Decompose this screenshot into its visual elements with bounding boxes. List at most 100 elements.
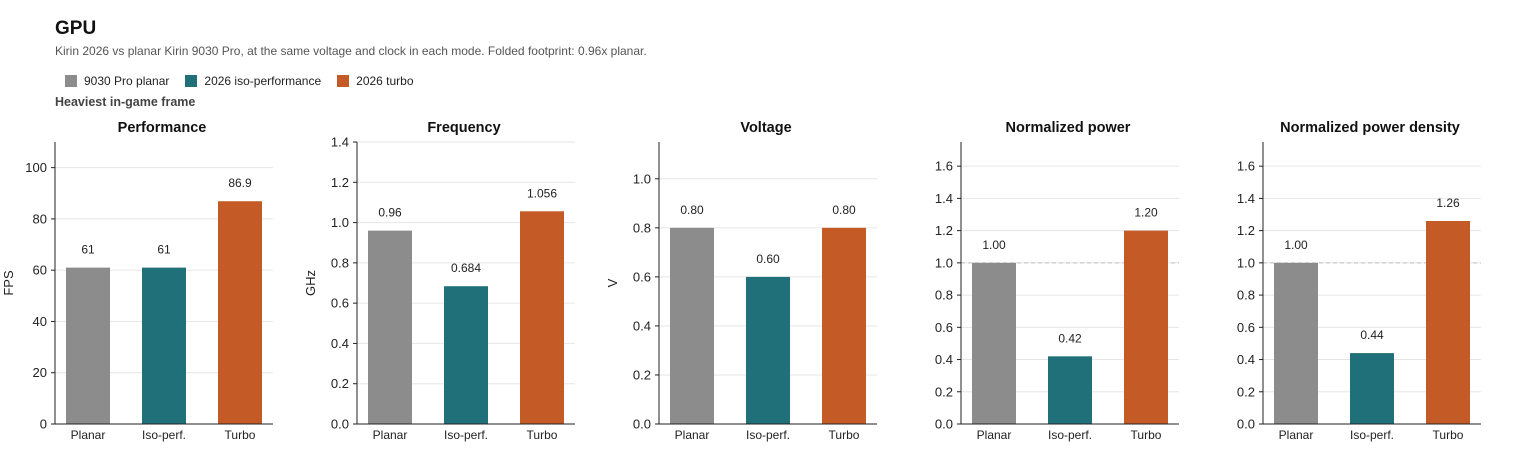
chart-3-ytick-label: 0.0 <box>935 417 953 432</box>
chart-1-title: Frequency <box>427 120 500 136</box>
chart-3-xtick-label-0: Planar <box>977 428 1012 442</box>
section-heading: Heaviest in-game frame <box>55 95 196 109</box>
chart-1-ytick-label: 1.0 <box>331 215 349 230</box>
chart-2-bar-1 <box>746 276 790 424</box>
chart-4-ytick-label: 0.2 <box>1237 384 1255 399</box>
chart-0-bar-label-0: 61 <box>81 243 95 257</box>
chart-2-ytick-label: 0.0 <box>633 417 651 432</box>
chart-4-bar-label-2: 1.26 <box>1436 196 1460 210</box>
chart-0-ytick-label: 20 <box>33 365 47 380</box>
chart-0-bar-0 <box>66 267 110 424</box>
chart-1-xtick-label-1: Iso-perf. <box>444 428 488 442</box>
legend: 9030 Pro planar 2026 iso-performance 202… <box>65 74 430 88</box>
legend-label-planar: 9030 Pro planar <box>84 74 170 88</box>
chart-0-ytick-label: 80 <box>33 211 47 226</box>
chart-1-ytick-label: 1.4 <box>331 135 349 150</box>
chart-3-bar-label-2: 1.20 <box>1134 206 1158 220</box>
legend-item-planar: 9030 Pro planar <box>65 74 169 88</box>
chart-2-ytick-label: 0.6 <box>633 269 651 284</box>
chart-2-xtick-label-0: Planar <box>675 428 710 442</box>
chart-3-xtick-label-1: Iso-perf. <box>1048 428 1092 442</box>
legend-label-iso-performance: 2026 iso-performance <box>204 74 322 88</box>
legend-swatch-turbo <box>337 75 350 87</box>
page-title: GPU <box>55 18 97 39</box>
chart-4-ytick-label: 1.6 <box>1237 159 1255 174</box>
chart-0-ylabel: FPS <box>1 270 16 296</box>
chart-4-title: Normalized power density <box>1280 120 1460 136</box>
chart-0-ytick-label: 40 <box>33 314 47 329</box>
chart-4-ytick-label: 1.2 <box>1237 223 1255 238</box>
chart-4-bar-1 <box>1350 353 1394 424</box>
page-subtitle: Kirin 2026 vs planar Kirin 9030 Pro, at … <box>55 44 647 58</box>
chart-4-ytick-label: 0.8 <box>1237 288 1255 303</box>
chart-3-ytick-label: 0.4 <box>935 352 953 367</box>
chart-4-ytick-label: 1.4 <box>1237 191 1255 206</box>
chart-0-xtick-label-1: Iso-perf. <box>142 428 186 442</box>
chart-1-bar-1 <box>444 286 488 424</box>
chart-3-title: Normalized power <box>1006 120 1131 136</box>
chart-3-ytick-label: 1.4 <box>935 191 953 206</box>
chart-3-bar-1 <box>1048 356 1092 424</box>
chart-4-ytick-label: 1.0 <box>1237 255 1255 270</box>
chart-4-bar-label-0: 1.00 <box>1284 238 1308 252</box>
chart-0-ytick-label: 0 <box>40 417 47 432</box>
chart-2-bar-label-1: 0.60 <box>756 252 780 266</box>
chart-4-xtick-label-2: Turbo <box>1433 428 1464 442</box>
chart-2-bar-0 <box>670 227 714 424</box>
legend-swatch-planar <box>65 75 77 87</box>
chart-1-bar-label-0: 0.96 <box>378 206 402 220</box>
legend-item-turbo: 2026 turbo <box>337 74 414 88</box>
chart-1-ytick-label: 0.4 <box>331 336 349 351</box>
chart-0-bar-label-1: 61 <box>157 243 171 257</box>
chart-3-xtick-label-2: Turbo <box>1131 428 1162 442</box>
chart-1-ytick-label: 0.2 <box>331 376 349 391</box>
chart-2-ytick-label: 1.0 <box>633 171 651 186</box>
chart-3-bar-2 <box>1124 230 1168 424</box>
chart-0-title: Performance <box>118 120 207 136</box>
chart-1-bar-label-1: 0.684 <box>451 261 481 275</box>
chart-4-xtick-label-0: Planar <box>1279 428 1314 442</box>
chart-1-xtick-label-0: Planar <box>373 428 408 442</box>
chart-4-xtick-label-1: Iso-perf. <box>1350 428 1394 442</box>
chart-2-ytick-label: 0.8 <box>633 220 651 235</box>
chart-1-bar-2 <box>520 211 564 424</box>
chart-1-ytick-label: 0.6 <box>331 296 349 311</box>
chart-0-xtick-label-2: Turbo <box>225 428 256 442</box>
chart-4-bar-label-1: 0.44 <box>1360 328 1384 342</box>
chart-3-ytick-label: 0.6 <box>935 320 953 335</box>
chart-4-bar-0 <box>1274 262 1318 424</box>
chart-3-bar-0 <box>972 262 1016 424</box>
chart-2-ytick-label: 0.4 <box>633 318 651 333</box>
chart-1-bar-label-2: 1.056 <box>527 186 557 200</box>
chart-3-ytick-label: 1.6 <box>935 159 953 174</box>
chart-1-ytick-label: 1.2 <box>331 175 349 190</box>
chart-0-bar-1 <box>142 267 186 424</box>
chart-1-bar-0 <box>368 230 412 424</box>
chart-2-xtick-label-1: Iso-perf. <box>746 428 790 442</box>
chart-0-xtick-label-0: Planar <box>71 428 106 442</box>
chart-2-bar-label-2: 0.80 <box>832 203 856 217</box>
chart-3-ytick-label: 0.2 <box>935 384 953 399</box>
chart-2-xtick-label-2: Turbo <box>829 428 860 442</box>
chart-4-ytick-label: 0.6 <box>1237 320 1255 335</box>
chart-3-bar-label-0: 1.00 <box>982 238 1006 252</box>
chart-2-bar-label-0: 0.80 <box>680 203 704 217</box>
chart-1-ytick-label: 0.0 <box>331 417 349 432</box>
chart-2-ylabel: V <box>605 278 620 287</box>
chart-3-ytick-label: 1.2 <box>935 223 953 238</box>
chart-3-ytick-label: 0.8 <box>935 288 953 303</box>
chart-1-ytick-label: 0.8 <box>331 255 349 270</box>
chart-0-ytick-label: 100 <box>25 160 47 175</box>
chart-1-xtick-label-2: Turbo <box>527 428 558 442</box>
chart-3-ytick-label: 1.0 <box>935 255 953 270</box>
chart-0-bar-label-2: 86.9 <box>228 176 252 190</box>
chart-4-ytick-label: 0.0 <box>1237 417 1255 432</box>
chart-2-ytick-label: 0.2 <box>633 367 651 382</box>
chart-3-bar-label-1: 0.42 <box>1058 331 1082 345</box>
chart-4-bar-2 <box>1426 220 1470 424</box>
chart-4-ytick-label: 0.4 <box>1237 352 1255 367</box>
legend-swatch-iso-performance <box>185 75 198 87</box>
legend-label-turbo: 2026 turbo <box>356 74 414 88</box>
chart-2-title: Voltage <box>740 120 791 136</box>
